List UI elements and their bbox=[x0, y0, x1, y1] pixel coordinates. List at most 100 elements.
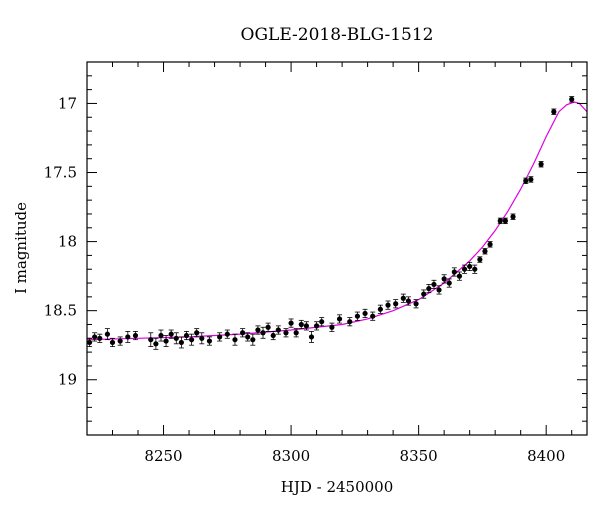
point-marker bbox=[482, 248, 488, 254]
point-marker bbox=[97, 335, 103, 341]
data-point bbox=[188, 333, 195, 346]
point-marker bbox=[232, 337, 238, 343]
point-marker bbox=[385, 302, 391, 308]
data-point bbox=[461, 264, 468, 274]
data-point bbox=[313, 321, 320, 331]
data-point bbox=[377, 304, 383, 314]
data-point bbox=[467, 261, 473, 272]
data-point bbox=[451, 267, 457, 277]
data-point bbox=[255, 325, 261, 335]
x-tick-label: 8350 bbox=[400, 447, 438, 465]
point-marker bbox=[461, 266, 468, 272]
x-tick-label: 8250 bbox=[144, 447, 182, 465]
point-marker bbox=[163, 338, 169, 344]
data-point bbox=[510, 213, 516, 220]
point-marker bbox=[502, 218, 508, 224]
y-tick-label: 17 bbox=[58, 94, 77, 112]
point-marker bbox=[377, 306, 383, 312]
point-marker bbox=[467, 263, 473, 270]
point-marker bbox=[400, 295, 406, 301]
y-tick-label: 17.5 bbox=[44, 164, 77, 182]
x-tick-label: 8300 bbox=[272, 447, 310, 465]
data-point bbox=[178, 336, 184, 349]
point-marker bbox=[336, 316, 343, 322]
data-point bbox=[173, 332, 179, 345]
point-marker bbox=[148, 337, 154, 343]
data-point bbox=[431, 279, 437, 289]
data-point bbox=[250, 333, 256, 346]
data-point bbox=[336, 314, 343, 324]
point-marker bbox=[260, 330, 266, 336]
point-marker bbox=[538, 161, 544, 167]
data-point bbox=[362, 308, 368, 318]
point-marker bbox=[117, 338, 123, 344]
point-marker bbox=[313, 323, 320, 329]
point-marker bbox=[528, 176, 534, 183]
x-axis-ticks: 8250 8300 8350 8400 bbox=[112, 62, 573, 465]
data-point bbox=[206, 336, 213, 346]
point-marker bbox=[194, 330, 200, 336]
point-marker bbox=[109, 339, 116, 346]
point-marker bbox=[393, 301, 399, 307]
data-point bbox=[354, 311, 361, 321]
data-point bbox=[275, 325, 281, 335]
data-point bbox=[303, 321, 309, 331]
chart-title: OGLE-2018-BLG-1512 bbox=[241, 25, 434, 45]
data-point bbox=[426, 284, 432, 294]
model-curve bbox=[86, 101, 588, 341]
point-marker bbox=[158, 332, 164, 339]
point-marker bbox=[92, 334, 98, 340]
point-marker bbox=[188, 337, 195, 343]
data-point bbox=[163, 335, 169, 347]
data-point bbox=[158, 329, 164, 342]
data-point bbox=[109, 337, 116, 347]
point-marker bbox=[104, 331, 111, 337]
point-marker bbox=[426, 285, 432, 292]
data-point bbox=[446, 278, 452, 288]
point-marker bbox=[413, 301, 419, 307]
data-point bbox=[224, 329, 230, 339]
data-point bbox=[308, 330, 315, 343]
data-point bbox=[456, 271, 463, 281]
data-point bbox=[245, 332, 251, 342]
data-point bbox=[104, 328, 111, 341]
data-point bbox=[265, 322, 271, 332]
data-point bbox=[523, 177, 529, 184]
data-point bbox=[217, 332, 223, 342]
data-point bbox=[528, 176, 534, 183]
point-marker bbox=[199, 335, 205, 341]
data-point bbox=[232, 333, 238, 346]
data-point bbox=[283, 328, 289, 338]
point-marker bbox=[265, 324, 271, 330]
data-point bbox=[370, 311, 376, 321]
point-marker bbox=[319, 319, 325, 325]
data-point bbox=[405, 296, 412, 306]
point-marker bbox=[224, 331, 230, 337]
data-point bbox=[168, 329, 174, 339]
point-marker bbox=[421, 291, 427, 297]
data-point bbox=[319, 317, 325, 327]
point-marker bbox=[125, 334, 131, 340]
point-marker bbox=[86, 339, 93, 346]
point-marker bbox=[551, 109, 557, 115]
point-marker bbox=[472, 266, 478, 272]
data-point bbox=[329, 322, 335, 332]
point-marker bbox=[446, 280, 452, 286]
data-point bbox=[497, 217, 503, 225]
point-marker bbox=[510, 214, 516, 220]
point-marker bbox=[370, 313, 376, 319]
point-marker bbox=[569, 96, 575, 102]
data-point bbox=[153, 337, 159, 350]
data-point bbox=[293, 328, 299, 338]
data-point bbox=[482, 248, 488, 255]
point-marker bbox=[173, 335, 179, 341]
data-point bbox=[92, 332, 98, 342]
point-marker bbox=[436, 287, 442, 293]
data-point bbox=[421, 289, 427, 299]
x-axis-label: HJD - 2450000 bbox=[281, 478, 394, 496]
data-point bbox=[347, 317, 353, 327]
point-marker bbox=[283, 330, 289, 336]
point-marker bbox=[275, 327, 281, 333]
data-point bbox=[117, 336, 123, 346]
